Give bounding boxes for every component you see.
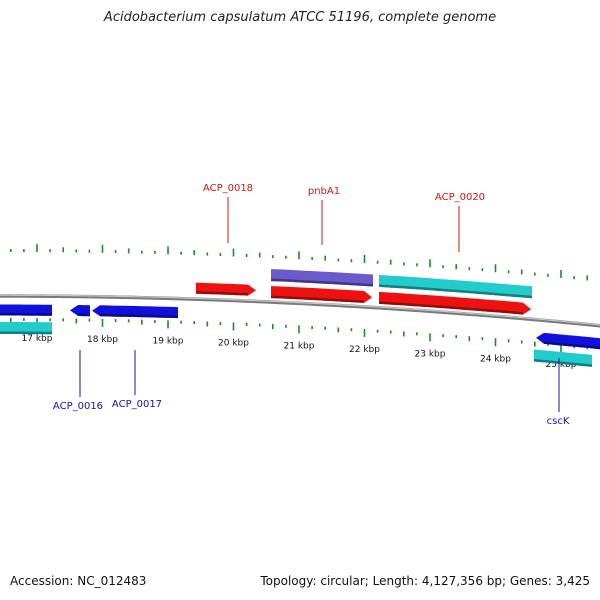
genome-stats-text: Topology: circular; Length: 4,127,356 bp… [260, 574, 590, 588]
gene-shadow [379, 301, 523, 315]
gene-label: cscK [547, 416, 570, 427]
genome-backbone-highlight [0, 294, 600, 326]
tick-label: 21 kbp [284, 341, 315, 351]
gene-shadow [271, 295, 364, 303]
tick-label: 24 kbp [480, 354, 511, 364]
gene-shadow [196, 291, 248, 296]
gene-shadow [78, 313, 90, 317]
tick-label: 19 kbp [153, 336, 184, 346]
gene-label: ACP_0018 [203, 183, 253, 194]
tick-label: 18 kbp [87, 335, 118, 345]
tick-label: 23 kbp [415, 349, 446, 359]
gene-shadow [379, 284, 532, 299]
gene-shadow [534, 359, 592, 367]
reverse-gene-arrow [536, 332, 600, 350]
gene-label: ACP_0017 [112, 399, 162, 410]
gene-shadow [544, 341, 600, 350]
gene-label: ACP_0016 [53, 401, 103, 412]
accession-text: Accession: NC_012483 [10, 574, 147, 588]
tick-label: 17 kbp [22, 334, 53, 344]
tick-label: 20 kbp [218, 338, 249, 348]
gene-shadow [0, 313, 52, 316]
gene-label: pnbA1 [308, 186, 340, 197]
reverse-gene-arrow [70, 305, 90, 317]
gene-shadow [0, 331, 52, 335]
gene-label: ACP_0020 [435, 192, 485, 203]
genome-backbone [0, 294, 600, 328]
reverse-gene-arrow [0, 304, 52, 316]
tick-label: 25 kbp [546, 360, 577, 370]
gene-shadow [271, 278, 373, 287]
backbone-layer [0, 294, 600, 328]
teal-gene-bar [0, 322, 52, 335]
forward-gene-arrow [379, 291, 531, 315]
tick-layer: 17 kbp 18 kbp 19 kbp 20 kbp 21 kbp 22 kbp 23 k… [10, 244, 589, 370]
leader-layer: ACP_0018 pnbA1 ACP_0020 ACP_0016 ACP_0017csc… [53, 183, 570, 427]
map-title: Acidobacterium capsulatum ATCC 51196, co… [103, 10, 497, 25]
tick-label: 22 kbp [349, 345, 380, 355]
feature-layer [0, 269, 600, 367]
gene-shadow [100, 313, 178, 319]
teal-gene-bar [379, 274, 532, 299]
